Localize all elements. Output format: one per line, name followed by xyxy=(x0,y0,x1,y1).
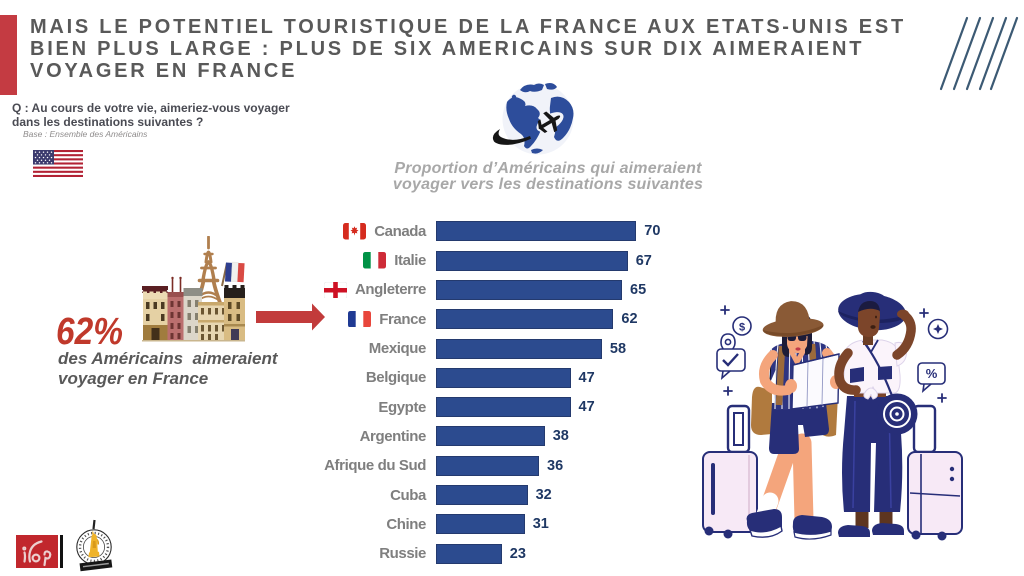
svg-text:$: $ xyxy=(739,322,745,334)
svg-text:%: % xyxy=(926,366,938,381)
